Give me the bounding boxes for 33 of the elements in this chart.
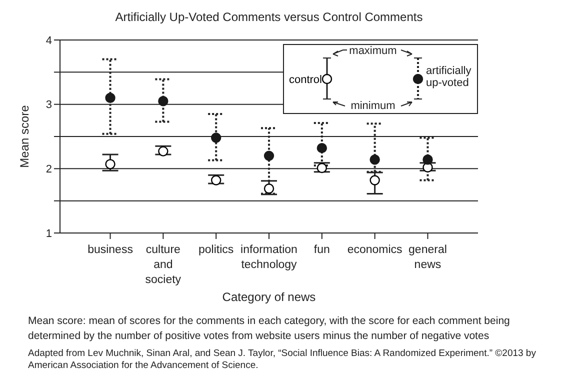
x-tick-label: politics — [198, 244, 234, 256]
point — [370, 175, 380, 186]
y-tick-label: 4 — [46, 34, 52, 47]
point — [316, 142, 328, 154]
x-tick-label: culture and society — [145, 244, 182, 286]
legend-label: artificially up-voted — [426, 65, 472, 89]
x-axis-title: Category of news — [222, 290, 316, 304]
point — [210, 175, 222, 186]
x-tick-label: general news — [408, 244, 447, 271]
point — [370, 154, 380, 165]
y-tick-label: 1 — [46, 228, 52, 240]
annotation: maximum — [349, 45, 397, 57]
y-tick-label: 3 — [46, 99, 52, 112]
point — [210, 132, 222, 143]
chart-title: Artificially Up-Voted Comments versus Control Comments — [114, 10, 424, 24]
point — [422, 154, 433, 165]
x-tick-label: business — [88, 244, 134, 256]
point — [105, 159, 116, 170]
text: control — [288, 74, 322, 86]
annotation: minimum — [350, 100, 396, 112]
y-tick-label: 2 — [46, 164, 52, 176]
point — [264, 184, 274, 194]
text: Mean score: mean of scores for the comments in each category, with the score for each comment being determined by the number of positive votes from website users minus the number of negative votes — [28, 314, 511, 344]
y-axis-title: Mean score — [17, 104, 32, 168]
text: Adapted from Lev Muchnik, Sinan Aral, and Sean J. Taylor, “Social Influence Bias: A Randomized Experiment.” ©2013 by American Association for the Advancement of Science. — [28, 348, 537, 372]
point — [105, 92, 116, 103]
point — [158, 96, 168, 106]
x-tick-label: information technology — [240, 244, 298, 271]
x-tick-label: fun — [314, 244, 330, 256]
x-tick-label: economics — [347, 244, 403, 256]
point — [158, 146, 168, 156]
point — [316, 162, 328, 174]
point — [264, 150, 274, 161]
